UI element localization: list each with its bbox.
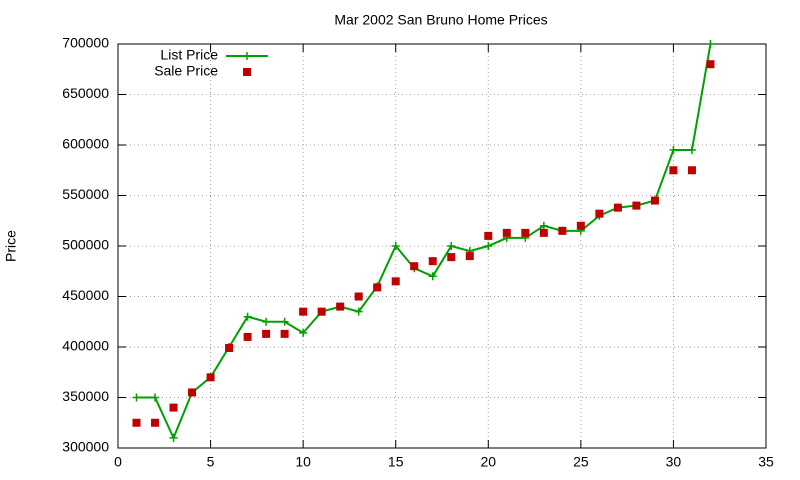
y-tick-label: 700000 (62, 35, 109, 51)
point-marker (169, 433, 178, 442)
y-tick-label: 650000 (62, 85, 109, 101)
legend-label: Sale Price (154, 63, 218, 79)
point-marker (669, 146, 678, 155)
x-tick-label: 20 (480, 454, 496, 470)
point-marker (391, 277, 400, 286)
point-marker (317, 307, 326, 316)
point-marker (243, 332, 252, 341)
point-marker (169, 403, 178, 412)
y-tick-label: 300000 (62, 439, 109, 455)
y-tick-label: 550000 (62, 186, 109, 202)
point-marker (595, 209, 604, 218)
x-tick-label: 35 (758, 454, 774, 470)
point-marker (280, 317, 289, 326)
point-marker (428, 272, 437, 281)
point-marker (280, 329, 289, 338)
y-tick-label: 450000 (62, 287, 109, 303)
point-marker (465, 252, 474, 261)
point-marker (354, 292, 363, 301)
point-marker (447, 253, 456, 262)
point-marker (687, 146, 696, 155)
x-tick-label: 30 (666, 454, 682, 470)
point-marker (132, 418, 141, 427)
x-tick-label: 0 (114, 454, 122, 470)
point-marker (206, 373, 215, 382)
point-marker (539, 221, 548, 230)
point-marker (243, 312, 252, 321)
point-marker (539, 228, 548, 237)
point-marker (188, 388, 197, 397)
point-marker (225, 344, 234, 353)
point-marker (132, 393, 141, 402)
point-marker (576, 221, 585, 230)
point-marker (262, 329, 271, 338)
x-tick-label: 5 (207, 454, 215, 470)
point-marker (410, 262, 419, 271)
point-marker (706, 60, 715, 69)
y-tick-label: 400000 (62, 338, 109, 354)
point-marker (151, 418, 160, 427)
legend-swatch (243, 52, 251, 60)
point-marker (687, 166, 696, 175)
point-marker (447, 242, 456, 250)
x-tick-label: 15 (388, 454, 404, 470)
point-marker (521, 228, 530, 237)
point-marker (558, 226, 567, 235)
x-tick-label: 10 (295, 454, 311, 470)
point-marker (706, 40, 715, 48)
point-marker (151, 393, 160, 402)
legend-label: List Price (160, 47, 218, 63)
point-marker (336, 302, 345, 311)
point-marker (502, 228, 511, 237)
point-marker (373, 283, 382, 292)
point-marker (391, 242, 400, 250)
legend-swatch (243, 68, 251, 76)
point-marker (299, 328, 308, 337)
y-axis-label: Price (3, 230, 19, 262)
x-tick-label: 25 (573, 454, 589, 470)
point-marker (262, 317, 271, 326)
chart-title: Mar 2002 San Bruno Home Prices (334, 12, 547, 28)
point-marker (669, 166, 678, 175)
point-marker (428, 257, 437, 266)
point-marker (632, 201, 641, 210)
point-marker (354, 307, 363, 316)
plot-frame (117, 43, 767, 449)
y-tick-label: 500000 (62, 237, 109, 253)
y-tick-label: 350000 (62, 388, 109, 404)
point-marker (299, 307, 308, 316)
y-tick-label: 600000 (62, 136, 109, 152)
point-marker (484, 231, 493, 240)
series-line (136, 43, 712, 441)
point-marker (613, 203, 622, 212)
point-marker (484, 242, 493, 250)
point-marker (650, 196, 659, 205)
